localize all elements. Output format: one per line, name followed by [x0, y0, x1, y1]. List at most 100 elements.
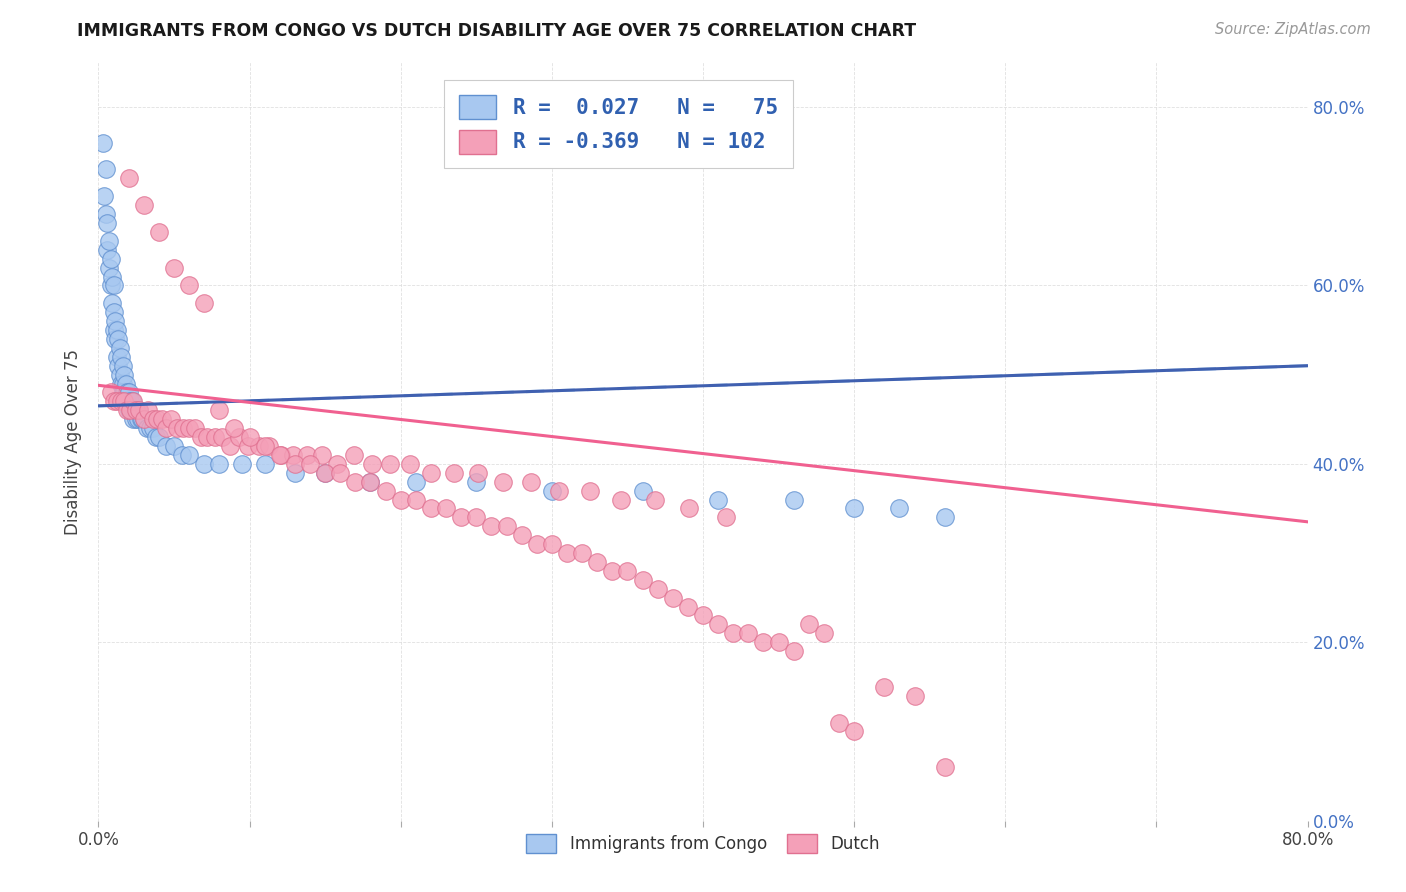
- Point: [434, 501, 457, 516]
- Point: [118, 403, 141, 417]
- Point: [723, 626, 745, 640]
- Point: [160, 412, 183, 426]
- Point: [115, 403, 138, 417]
- Point: [510, 528, 533, 542]
- Point: [752, 635, 775, 649]
- Point: [120, 403, 142, 417]
- Point: [155, 421, 177, 435]
- Point: [128, 403, 150, 417]
- Point: [100, 252, 122, 266]
- Point: [179, 421, 201, 435]
- Point: [631, 483, 654, 498]
- Point: [104, 332, 127, 346]
- Point: [343, 448, 366, 462]
- Point: [122, 394, 145, 409]
- Point: [163, 439, 186, 453]
- Point: [465, 510, 488, 524]
- Point: [398, 457, 420, 471]
- Point: [247, 439, 270, 453]
- Point: [122, 412, 145, 426]
- Point: [828, 715, 851, 730]
- Point: [145, 430, 167, 444]
- Point: [101, 269, 124, 284]
- Point: [163, 260, 186, 275]
- Point: [112, 368, 135, 382]
- Point: [114, 394, 136, 409]
- Point: [314, 466, 336, 480]
- Point: [219, 439, 242, 453]
- Point: [844, 501, 866, 516]
- Point: [195, 430, 218, 444]
- Point: [132, 198, 155, 212]
- Point: [224, 421, 246, 435]
- Point: [94, 207, 117, 221]
- Point: [526, 537, 548, 551]
- Point: [108, 341, 131, 355]
- Point: [934, 510, 956, 524]
- Point: [450, 510, 472, 524]
- Point: [103, 323, 125, 337]
- Point: [124, 403, 146, 417]
- Point: [492, 475, 515, 489]
- Y-axis label: Disability Age Over 75: Disability Age Over 75: [65, 349, 83, 534]
- Point: [737, 626, 759, 640]
- Point: [100, 278, 122, 293]
- Point: [131, 412, 153, 426]
- Point: [120, 403, 142, 417]
- Point: [103, 278, 125, 293]
- Point: [118, 171, 141, 186]
- Point: [314, 466, 336, 480]
- Point: [540, 537, 562, 551]
- Point: [783, 492, 806, 507]
- Point: [115, 385, 138, 400]
- Point: [540, 483, 562, 498]
- Point: [616, 564, 638, 578]
- Point: [146, 412, 169, 426]
- Point: [204, 430, 226, 444]
- Point: [107, 332, 129, 346]
- Point: [208, 403, 231, 417]
- Point: [108, 368, 131, 382]
- Point: [495, 519, 517, 533]
- Point: [548, 483, 571, 498]
- Point: [420, 501, 443, 516]
- Point: [129, 412, 152, 426]
- Point: [127, 412, 149, 426]
- Point: [678, 501, 700, 516]
- Point: [110, 394, 132, 409]
- Point: [148, 225, 170, 239]
- Point: [239, 430, 262, 444]
- Point: [208, 457, 231, 471]
- Point: [118, 385, 141, 400]
- Point: [142, 412, 165, 426]
- Point: [96, 243, 118, 257]
- Point: [443, 466, 465, 480]
- Point: [844, 724, 866, 739]
- Point: [228, 430, 250, 444]
- Point: [111, 359, 134, 373]
- Point: [768, 635, 790, 649]
- Point: [299, 457, 322, 471]
- Point: [360, 475, 382, 489]
- Point: [103, 394, 125, 409]
- Point: [374, 483, 396, 498]
- Point: [125, 412, 148, 426]
- Point: [610, 492, 633, 507]
- Text: IMMIGRANTS FROM CONGO VS DUTCH DISABILITY AGE OVER 75 CORRELATION CHART: IMMIGRANTS FROM CONGO VS DUTCH DISABILIT…: [77, 22, 917, 40]
- Point: [125, 403, 148, 417]
- Point: [714, 510, 737, 524]
- Point: [112, 394, 135, 409]
- Point: [125, 403, 148, 417]
- Point: [904, 689, 927, 703]
- Point: [94, 162, 117, 177]
- Point: [873, 680, 896, 694]
- Point: [519, 475, 541, 489]
- Point: [360, 475, 382, 489]
- Point: [257, 439, 280, 453]
- Point: [104, 314, 127, 328]
- Point: [707, 617, 730, 632]
- Point: [110, 376, 132, 391]
- Point: [797, 617, 820, 632]
- Point: [361, 457, 384, 471]
- Point: [586, 555, 609, 569]
